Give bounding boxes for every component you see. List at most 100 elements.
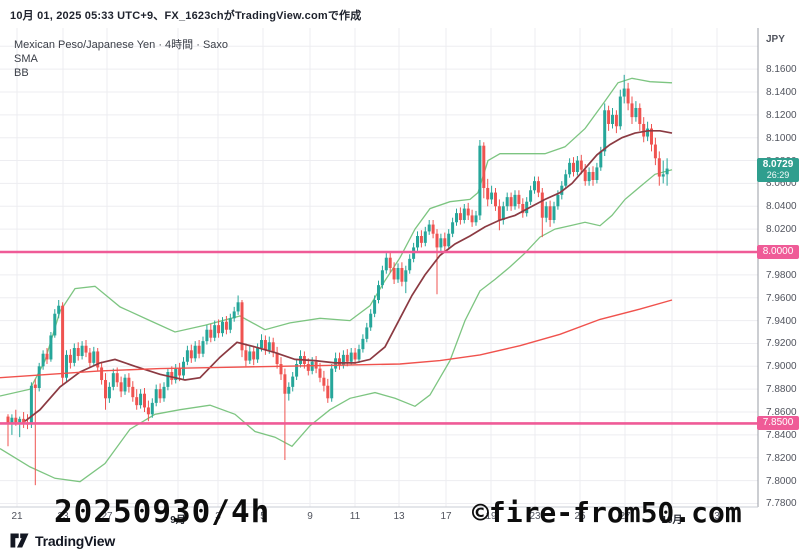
indicator-legend-bb[interactable]: BB (14, 67, 29, 79)
bollinger-basis-line (24, 129, 673, 422)
candle-body (392, 268, 396, 280)
candle-body (583, 169, 587, 182)
countdown-timer: 26:29 (766, 169, 790, 180)
candle-body (653, 144, 657, 159)
indicator-legend-sma[interactable]: SMA (14, 53, 38, 65)
candle-body (221, 321, 224, 334)
candle-body (22, 418, 26, 424)
candle-body (256, 348, 260, 360)
candle-body (236, 302, 240, 312)
candle-body (665, 168, 669, 175)
candle-body (111, 373, 115, 387)
candle-body (575, 160, 579, 172)
candle-body (657, 158, 661, 177)
price-tick-label: 7.8600 (766, 407, 797, 419)
candle-body (139, 393, 143, 406)
tradingview-attribution[interactable]: TradingView (10, 532, 115, 549)
candle-body (622, 88, 626, 97)
candle-body (330, 368, 334, 399)
candle-body (419, 235, 423, 243)
candle-body (166, 372, 170, 387)
candle-body (404, 270, 408, 282)
candle-body (462, 208, 466, 220)
candle-body (10, 417, 14, 424)
time-tick-label: 3 (714, 511, 720, 522)
candle-body (587, 171, 591, 182)
candle-body (369, 313, 373, 328)
candle-body (361, 338, 365, 350)
candle-body (170, 372, 174, 381)
candle-body (353, 352, 357, 360)
candle-body (630, 103, 634, 118)
candle-body (295, 364, 299, 377)
candle-body (458, 213, 462, 220)
candle-body (61, 305, 65, 378)
price-tick-label: 8.0600 (766, 178, 797, 190)
time-tick-label: 9 (307, 511, 313, 522)
candle-body (638, 107, 642, 124)
candle-body (197, 345, 201, 354)
time-tick-label: 11 (349, 511, 361, 522)
symbol-legend[interactable]: Mexican Peso/Japanese Yen · 4時間 · Saxo (14, 39, 229, 51)
candle-body (33, 384, 37, 389)
candle-body (521, 203, 525, 214)
candle-body (400, 268, 404, 282)
candle-body (275, 352, 279, 365)
candle-body (572, 162, 575, 172)
time-tick-label: 21 (11, 511, 23, 522)
candle-body (556, 194, 560, 207)
candle-body (318, 368, 322, 378)
candle-body (642, 123, 646, 137)
candle-body (552, 206, 556, 220)
candle-body (154, 389, 158, 403)
candle-body (384, 257, 388, 271)
candle-body (497, 206, 501, 220)
candle-body (380, 270, 384, 286)
current-price-badge: 8.0729 26:29 (757, 157, 799, 182)
candle-body (248, 351, 252, 361)
candle-body (533, 181, 536, 191)
candle-body (466, 208, 470, 216)
candle-body (92, 351, 96, 363)
candle-body (408, 258, 412, 271)
candle-body (107, 386, 111, 399)
candle-body (123, 377, 127, 392)
chart-legend: Mexican Peso/Japanese Yen · 4時間 · Saxo S… (14, 38, 228, 80)
candle-body (100, 367, 104, 381)
time-tick-label: 19 (485, 511, 497, 522)
candle-body (76, 348, 80, 357)
time-tick-label: 10月 (661, 515, 683, 526)
candle-body (611, 114, 614, 124)
candle-body (115, 373, 119, 383)
candle-body (37, 366, 41, 389)
price-tick-label: 7.8800 (766, 384, 797, 396)
candle-body (146, 407, 150, 415)
candle-body (478, 145, 482, 216)
candle-body (365, 327, 369, 339)
candle-body (501, 206, 505, 220)
candle-body (57, 305, 61, 314)
candle-body (209, 329, 213, 338)
price-level-badge: 7.8500 (757, 416, 799, 431)
candle-body (263, 340, 267, 351)
candle-body (174, 368, 178, 381)
candle-body (540, 192, 544, 218)
candle-body (283, 374, 287, 394)
candle-body (345, 354, 349, 362)
candle-body (435, 233, 439, 248)
candle-body (490, 192, 494, 200)
candle-body (88, 352, 92, 363)
candle-body (104, 380, 107, 399)
candle-body (650, 128, 653, 145)
watermark-date: 20250930/4h (54, 494, 271, 530)
candle-body (127, 377, 131, 387)
candle-body (228, 318, 232, 330)
candle-body (439, 238, 443, 248)
candle-body (49, 335, 53, 360)
creation-info-text: 10月 01, 2025 05:33 UTC+9、FX_1623chがTradi… (10, 10, 362, 22)
time-tick-label: 25 (574, 511, 586, 522)
candle-body (607, 110, 611, 124)
candle-body (443, 238, 447, 247)
candle-body (423, 231, 427, 243)
